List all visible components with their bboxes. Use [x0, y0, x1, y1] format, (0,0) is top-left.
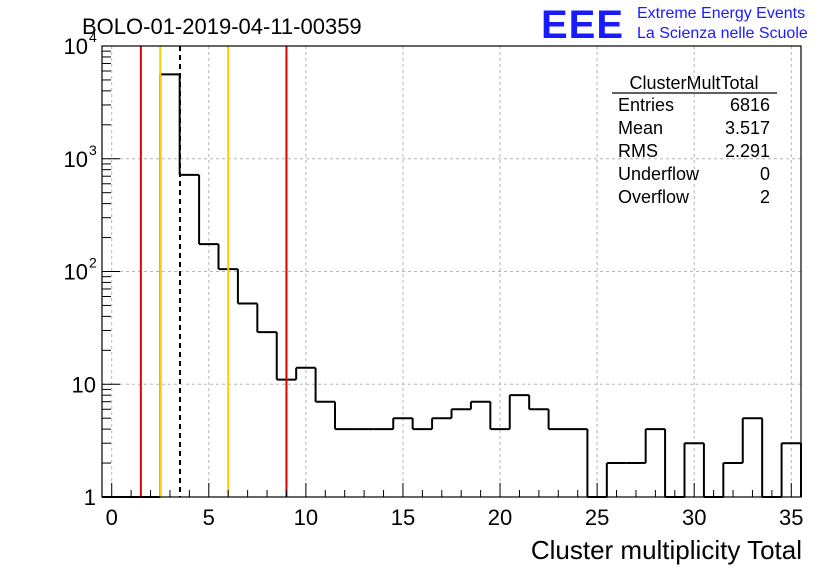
x-axis-ticks: 0 5 10 15 20 25 30 35	[106, 483, 804, 530]
x-tick-label: 20	[488, 505, 512, 530]
grid-lines	[102, 45, 801, 498]
x-tick-label: 30	[682, 505, 706, 530]
histogram-bars	[102, 73, 802, 498]
x-tick-label: 10	[294, 505, 318, 530]
y-tick-label: 1	[84, 485, 96, 510]
stats-row-value: 2.291	[725, 141, 770, 161]
stats-row-label: Entries	[618, 95, 674, 115]
y-tick-exponent: 2	[89, 255, 97, 271]
stats-box-title: ClusterMultTotal	[629, 73, 758, 93]
stats-box: ClusterMultTotal Entries 6816 Mean 3.517 RMS…	[612, 73, 777, 207]
stats-row-value: 6816	[730, 95, 770, 115]
eee-logo-line2: La Scienza nelle Scuole	[637, 25, 808, 42]
stats-row-label: Mean	[618, 118, 663, 138]
y-tick-label: 10	[72, 372, 96, 397]
stats-row-label: RMS	[618, 141, 658, 161]
x-tick-label: 15	[391, 505, 415, 530]
cut-lines	[139, 46, 288, 497]
eee-logo-mark: EEE	[541, 3, 624, 47]
stats-row-value: 2	[760, 187, 770, 207]
x-axis-label: Cluster multiplicity Total	[531, 535, 802, 565]
stats-rows: Entries 6816 Mean 3.517 RMS 2.291 Underflow 0 Ov…	[618, 95, 770, 207]
stats-row-value: 3.517	[725, 118, 770, 138]
x-tick-label: 25	[585, 505, 609, 530]
x-tick-label: 5	[203, 505, 215, 530]
y-tick-exponent: 4	[89, 29, 97, 45]
y-tick-exponent: 3	[89, 142, 97, 158]
stats-row-label: Overflow	[618, 187, 690, 207]
y-tick-label: 10	[64, 34, 88, 59]
chart-title: BOLO-01-2019-04-11-00359	[82, 14, 362, 39]
eee-logo: EEE Extreme Energy Events La Scienza nel…	[541, 3, 808, 47]
x-tick-label: 35	[779, 505, 803, 530]
eee-logo-line1: Extreme Energy Events	[637, 5, 805, 22]
x-tick-label: 0	[106, 505, 118, 530]
y-tick-label: 10	[64, 147, 88, 172]
stats-row-value: 0	[760, 164, 770, 184]
stats-row-label: Underflow	[618, 164, 700, 184]
y-tick-label: 10	[64, 260, 88, 285]
